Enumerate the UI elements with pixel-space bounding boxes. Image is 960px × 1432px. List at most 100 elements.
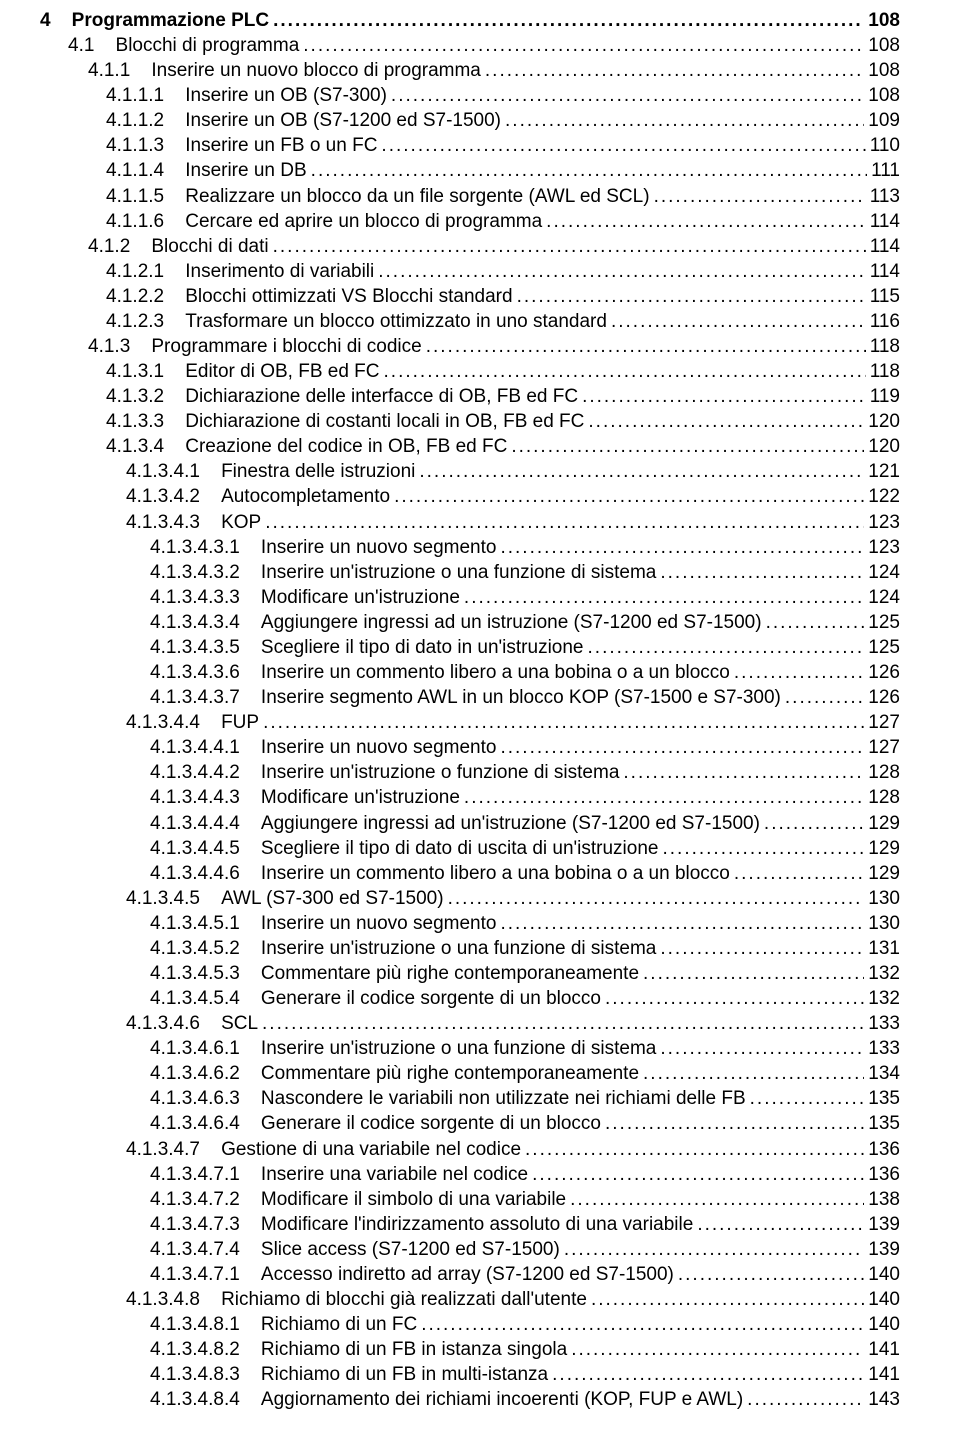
toc-leader-dots xyxy=(734,861,864,886)
toc-label: 4.1.3.4.4.5 Scegliere il tipo di dato di… xyxy=(150,836,662,861)
toc-page-number: 136 xyxy=(864,1162,900,1187)
toc-label: 4.1.3.4.3.3 Modificare un'istruzione xyxy=(150,585,464,610)
toc-leader-dots xyxy=(485,58,864,83)
toc-label: 4.1.3.4.3.2 Inserire un'istruzione o una… xyxy=(150,560,660,585)
toc-page-number: 136 xyxy=(864,1137,900,1162)
toc-entry: 4.1.3.4.8.1 Richiamo di un FC140 xyxy=(40,1312,900,1337)
toc-label: 4.1.1.6 Cercare ed aprire un blocco di p… xyxy=(106,209,546,234)
toc-container: 4 Programmazione PLC1084.1 Blocchi di pr… xyxy=(0,0,960,1432)
toc-label: 4.1.1.2 Inserire un OB (S7-1200 ed S7-15… xyxy=(106,108,505,133)
toc-leader-dots xyxy=(500,535,864,560)
toc-page-number: 129 xyxy=(864,811,900,836)
toc-label: 4.1.1.3 Inserire un FB o un FC xyxy=(106,133,381,158)
toc-leader-dots xyxy=(464,585,864,610)
toc-leader-dots xyxy=(697,1212,864,1237)
toc-entry: 4.1.3.4.6 SCL133 xyxy=(40,1011,900,1036)
toc-page-number: 120 xyxy=(864,434,900,459)
toc-leader-dots xyxy=(394,484,864,509)
toc-leader-dots xyxy=(564,1237,864,1262)
toc-page-number: 119 xyxy=(866,384,900,409)
toc-page-number: 134 xyxy=(864,1061,900,1086)
toc-label: 4.1.3.4.3.4 Aggiungere ingressi ad un is… xyxy=(150,610,766,635)
toc-leader-dots xyxy=(464,785,864,810)
toc-leader-dots xyxy=(582,384,866,409)
toc-page-number: 123 xyxy=(864,535,900,560)
toc-leader-dots xyxy=(517,284,866,309)
toc-page-number: 114 xyxy=(866,259,900,284)
toc-label: 4.1.1.5 Realizzare un blocco da un file … xyxy=(106,184,654,209)
toc-page-number: 123 xyxy=(864,510,900,535)
toc-label: 4.1.3.4.7.3 Modificare l'indirizzamento … xyxy=(150,1212,697,1237)
toc-leader-dots xyxy=(265,510,864,535)
toc-label: 4.1.3.4.3 KOP xyxy=(126,510,265,535)
toc-label: 4.1 Blocchi di programma xyxy=(68,33,303,58)
toc-label: 4.1.3.4.5.2 Inserire un'istruzione o una… xyxy=(150,936,660,961)
toc-label: 4.1.3.4.3.1 Inserire un nuovo segmento xyxy=(150,535,500,560)
toc-page-number: 126 xyxy=(864,660,900,685)
toc-entry: 4.1.3.4.5.1 Inserire un nuovo segmento13… xyxy=(40,911,900,936)
toc-leader-dots xyxy=(660,936,864,961)
toc-leader-dots xyxy=(678,1262,864,1287)
toc-leader-dots xyxy=(525,1137,864,1162)
toc-page-number: 114 xyxy=(866,209,900,234)
toc-entry: 4.1.3.4.5.4 Generare il codice sorgente … xyxy=(40,986,900,1011)
toc-label: 4.1.3 Programmare i blocchi di codice xyxy=(88,334,426,359)
toc-leader-dots xyxy=(605,1111,864,1136)
toc-page-number: 122 xyxy=(864,484,900,509)
toc-leader-dots xyxy=(273,8,864,33)
toc-leader-dots xyxy=(591,1287,864,1312)
toc-entry: 4.1.1 Inserire un nuovo blocco di progra… xyxy=(40,58,900,83)
toc-page-number: 132 xyxy=(864,986,900,1011)
toc-label: 4.1.2.2 Blocchi ottimizzati VS Blocchi s… xyxy=(106,284,517,309)
toc-label: 4.1.3.4.7.1 Inserire una variabile nel c… xyxy=(150,1162,532,1187)
toc-leader-dots xyxy=(378,259,865,284)
toc-page-number: 138 xyxy=(864,1187,900,1212)
toc-entry: 4.1.1.1 Inserire un OB (S7-300)108 xyxy=(40,83,900,108)
toc-entry: 4.1.3.4.7.1 Inserire una variabile nel c… xyxy=(40,1162,900,1187)
toc-leader-dots xyxy=(643,1061,864,1086)
toc-entry: 4.1.3.4.5.3 Commentare più righe contemp… xyxy=(40,961,900,986)
toc-label: 4.1.3.4.7 Gestione di una variabile nel … xyxy=(126,1137,525,1162)
toc-page-number: 118 xyxy=(866,334,900,359)
toc-entry: 4.1.3.4.6.4 Generare il codice sorgente … xyxy=(40,1111,900,1136)
toc-label: 4.1.2 Blocchi di dati xyxy=(88,234,273,259)
toc-leader-dots xyxy=(546,209,866,234)
toc-leader-dots xyxy=(448,886,865,911)
toc-entry: 4.1.1.2 Inserire un OB (S7-1200 ed S7-15… xyxy=(40,108,900,133)
toc-leader-dots xyxy=(381,133,865,158)
toc-leader-dots xyxy=(570,1187,864,1212)
toc-entry: 4.1.3.4.4.2 Inserire un'istruzione o fun… xyxy=(40,760,900,785)
toc-page-number: 135 xyxy=(864,1086,900,1111)
toc-page-number: 140 xyxy=(864,1287,900,1312)
toc-entry: 4.1.3.4.1 Finestra delle istruzioni121 xyxy=(40,459,900,484)
toc-leader-dots xyxy=(263,710,864,735)
toc-entry: 4.1.3.4.7 Gestione di una variabile nel … xyxy=(40,1137,900,1162)
toc-label: 4.1.3.4.4.4 Aggiungere ingressi ad un'is… xyxy=(150,811,764,836)
toc-entry: 4.1.3.4.4.3 Modificare un'istruzione128 xyxy=(40,785,900,810)
toc-leader-dots xyxy=(311,158,867,183)
toc-page-number: 128 xyxy=(864,785,900,810)
toc-entry: 4.1.3.4.4.5 Scegliere il tipo di dato di… xyxy=(40,836,900,861)
toc-leader-dots xyxy=(660,1036,864,1061)
toc-entry: 4.1.3.4.4.1 Inserire un nuovo segmento12… xyxy=(40,735,900,760)
toc-label: 4.1.3.1 Editor di OB, FB ed FC xyxy=(106,359,384,384)
toc-label: 4.1.1 Inserire un nuovo blocco di progra… xyxy=(88,58,485,83)
toc-entry: 4 Programmazione PLC108 xyxy=(40,8,900,33)
toc-entry: 4.1.2 Blocchi di dati114 xyxy=(40,234,900,259)
toc-leader-dots xyxy=(747,1387,864,1412)
toc-entry: 4.1.3.4.6.1 Inserire un'istruzione o una… xyxy=(40,1036,900,1061)
toc-label: 4.1.3.4.6.1 Inserire un'istruzione o una… xyxy=(150,1036,660,1061)
toc-entry: 4.1.3.4.7.2 Modificare il simbolo di una… xyxy=(40,1187,900,1212)
toc-label: 4.1.3.2 Dichiarazione delle interfacce d… xyxy=(106,384,582,409)
toc-label: 4 Programmazione PLC xyxy=(40,8,273,33)
toc-leader-dots xyxy=(262,1011,864,1036)
toc-entry: 4.1.3.4.4.6 Inserire un commento libero … xyxy=(40,861,900,886)
toc-page-number: 124 xyxy=(864,585,900,610)
toc-page-number: 111 xyxy=(867,158,900,183)
toc-page-number: 143 xyxy=(864,1387,900,1412)
toc-page-number: 128 xyxy=(864,760,900,785)
toc-entry: 4.1.3.4.6.3 Nascondere le variabili non … xyxy=(40,1086,900,1111)
toc-leader-dots xyxy=(571,1337,864,1362)
toc-label: 4.1.3.4.8.3 Richiamo di un FB in multi-i… xyxy=(150,1362,552,1387)
toc-entry: 4.1.3.4.3.4 Aggiungere ingressi ad un is… xyxy=(40,610,900,635)
